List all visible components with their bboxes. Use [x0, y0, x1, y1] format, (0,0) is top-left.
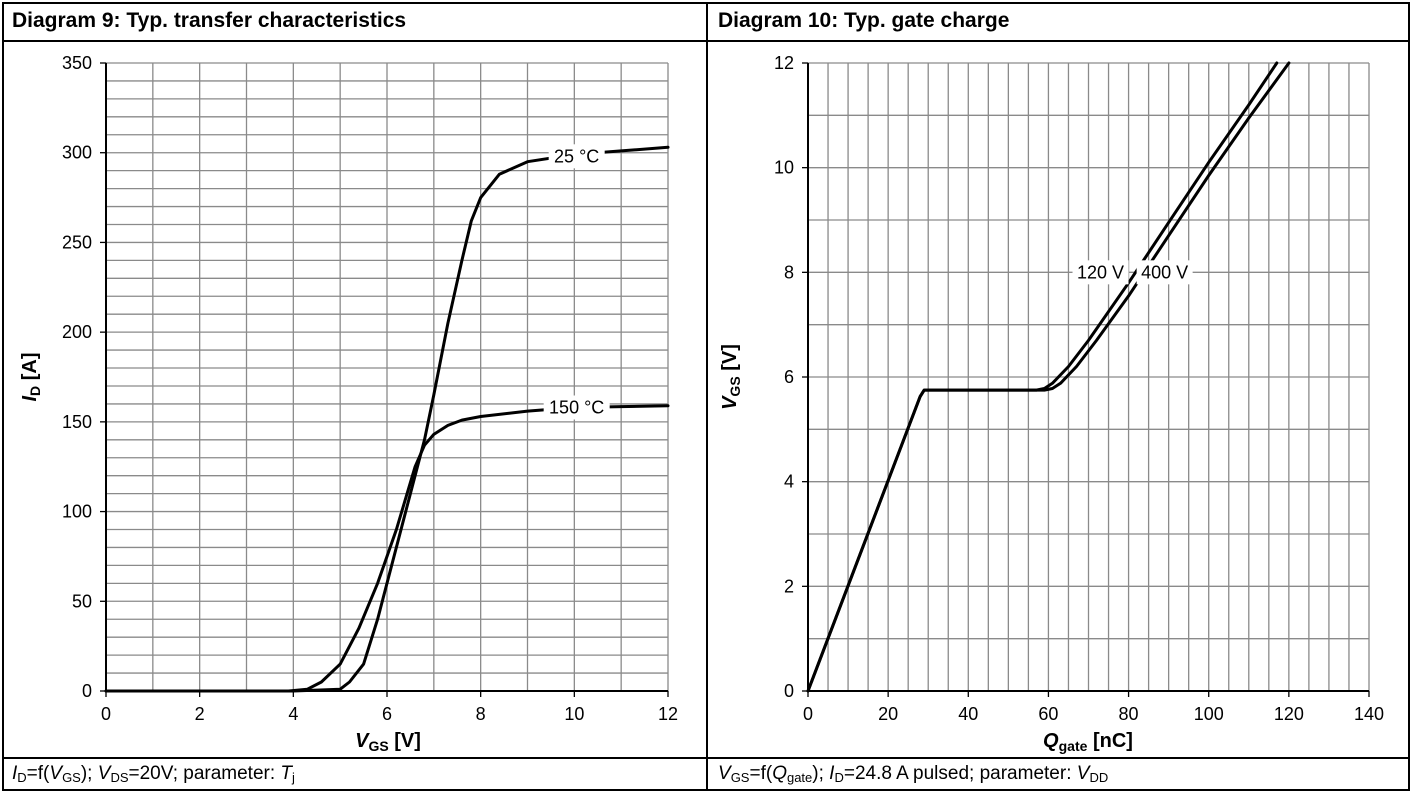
- y-tick-label: 6: [784, 367, 794, 387]
- series-label-background: [1072, 260, 1129, 285]
- series-label-background: [1136, 260, 1193, 285]
- x-tick-label: 4: [288, 704, 298, 724]
- x-axis-title-unit: [V]: [389, 730, 421, 752]
- panel-1-caption: ID=f(VGS); VDS=20V; parameter: Tj: [12, 763, 295, 785]
- x-tick-label: 0: [101, 704, 111, 724]
- series-label-2: 400 V: [1141, 262, 1188, 282]
- y-tick-label: 300: [62, 143, 92, 163]
- y-tick-label: 4: [784, 472, 794, 492]
- x-tick-label: 8: [476, 704, 486, 724]
- x-tick-label: 10: [564, 704, 584, 724]
- x-tick-label: 60: [1038, 704, 1058, 724]
- y-axis-title-unit: [V]: [719, 344, 741, 376]
- series-label-2: 150 °C: [549, 398, 604, 418]
- x-tick-label: 80: [1119, 704, 1139, 724]
- chart-gate-charge: 0 20 40 60 80 100 120 140 0 2 4 6 8 10 12 Qgate [nC] VGS…: [719, 53, 1384, 754]
- x-tick-label: 0: [803, 704, 813, 724]
- series-label-1: 25 °C: [554, 146, 599, 166]
- x-axis-title-subscript: GS: [368, 738, 388, 754]
- x-axis-title: VGS [V]: [355, 730, 421, 754]
- x-axis-title-symbol: Q: [1043, 730, 1059, 752]
- panel-2-caption: VGS=f(Qgate); ID=24.8 A pulsed; paramete…: [718, 763, 1109, 785]
- y-axis-title: VGS [V]: [719, 344, 743, 410]
- x-tick-label: 100: [1194, 704, 1224, 724]
- x-axis-title-symbol: V: [355, 730, 370, 752]
- series-line-2: [806, 61, 1291, 693]
- x-axis-title: Qgate [nC]: [1043, 730, 1133, 754]
- x-tick-label: 140: [1354, 704, 1384, 724]
- y-tick-label: 200: [62, 322, 92, 342]
- chart-transfer-characteristics: 0 2 4 6 8 10 12 0 50 100 150 200 250 300 350 VGS [V] ID …: [19, 53, 678, 754]
- y-axis-title-subscript: D: [27, 386, 43, 396]
- x-tick-label: 40: [958, 704, 978, 724]
- series-label-background: [543, 395, 610, 420]
- x-axis-title-unit: [nC]: [1087, 730, 1133, 752]
- x-tick-label: 2: [195, 704, 205, 724]
- x-tick-label: 12: [658, 704, 678, 724]
- y-axis-title-unit: [A]: [19, 352, 41, 385]
- x-tick-label: 120: [1274, 704, 1304, 724]
- y-tick-label: 50: [72, 591, 92, 611]
- panel-1-title: Diagram 9: Typ. transfer characteristics: [12, 9, 407, 32]
- y-tick-label: 100: [62, 502, 92, 522]
- x-tick-label: 20: [878, 704, 898, 724]
- y-tick-label: 0: [82, 681, 92, 701]
- series-label-background: [548, 144, 605, 169]
- y-tick-label: 250: [62, 232, 92, 252]
- y-tick-label: 2: [784, 576, 794, 596]
- series-line-2: [104, 404, 670, 693]
- panel-2-title: Diagram 10: Typ. gate charge: [718, 9, 1010, 32]
- y-tick-label: 10: [774, 158, 794, 178]
- y-axis-title: ID [A]: [19, 352, 43, 401]
- series-line-1: [104, 145, 670, 693]
- y-axis-title-subscript: GS: [727, 376, 743, 396]
- x-tick-label: 6: [382, 704, 392, 724]
- y-tick-label: 150: [62, 412, 92, 432]
- y-tick-label: 8: [784, 262, 794, 282]
- y-tick-label: 0: [784, 681, 794, 701]
- y-axis-title-symbol: V: [719, 395, 741, 410]
- y-tick-label: 12: [774, 53, 794, 73]
- x-axis-title-subscript: gate: [1059, 738, 1088, 754]
- y-axis-title-symbol: I: [19, 396, 41, 402]
- grid: [807, 62, 1370, 692]
- y-tick-label: 350: [62, 53, 92, 73]
- series-label-1: 120 V: [1077, 262, 1124, 282]
